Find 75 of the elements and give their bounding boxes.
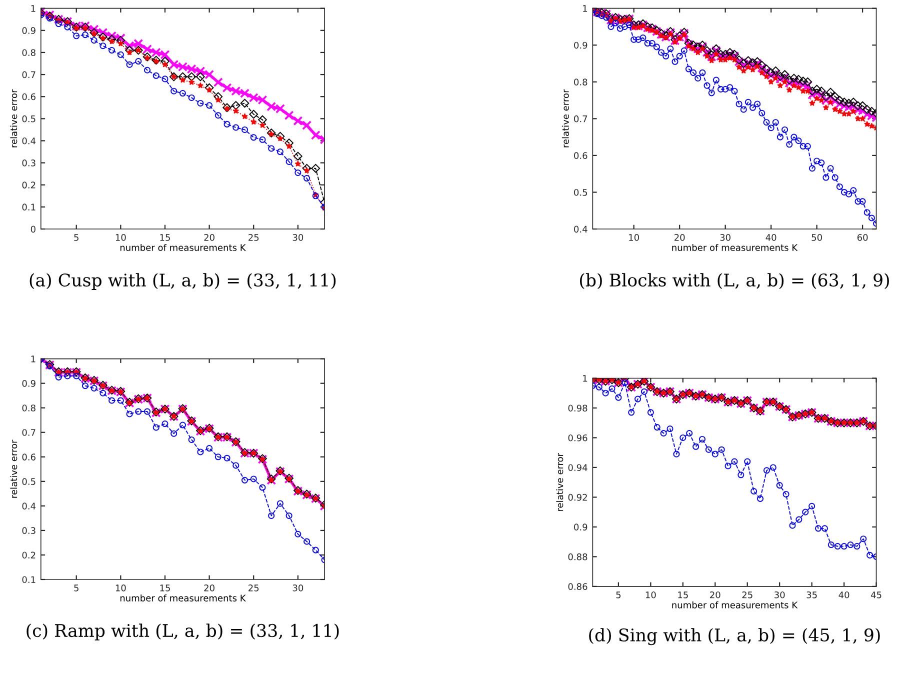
x-tick-label: 10 [116,584,126,592]
y-axis-title: relative error [10,440,18,498]
text: (b) Blocks with (L, a, b) = (63, 1, 9) [580,273,889,290]
y-tick-label: 0.6 [22,93,36,100]
y-tick-label: 0.1 [22,576,36,584]
text: (a) Cusp with (L, a, b) = (33, 1, 11) [30,273,336,290]
text: (d) Sing with (L, a, b) = (45, 1, 9) [589,628,880,646]
x-tick-label: 5 [74,584,78,592]
x-tick-label: 15 [160,234,170,241]
y-tick-label: 0.3 [22,527,36,534]
x-tick-label: 50 [812,234,822,241]
x-tick-label: 30 [774,591,785,598]
x-tick-label: 25 [742,591,752,598]
y-tick-label: 0.4 [22,502,36,510]
y-tick-label: 0.92 [568,494,587,501]
y-tick-label: 0.6 [574,152,588,160]
y-tick-label: 0.96 [568,434,588,442]
y-tick-label: 0.94 [568,464,588,472]
y-tick-label: 0.98 [568,404,588,412]
x-tick-label: 60 [857,234,868,241]
y-tick-label: 1 [583,5,587,12]
x-tick-label: 25 [248,584,259,592]
y-tick-label: 0.8 [574,78,588,86]
y-tick-label: 0.9 [22,380,36,387]
y-tick-label: 0.8 [22,49,36,56]
text: (c) Ramp with (L, a, b) = (33, 1, 11) [26,624,339,640]
x-tick-label: 20 [204,234,214,241]
x-axis-title: number of measurements K [672,601,798,608]
x-tick-label: 10 [116,234,126,241]
x-tick-label: 40 [766,234,776,241]
y-tick-label: 0 [30,226,36,233]
x-tick-label: 20 [710,591,720,598]
x-tick-label: 30 [292,584,304,592]
y-axis-title: relative error [556,452,564,511]
y-tick-label: 0.4 [574,226,588,233]
y-tick-label: 0.9 [574,524,588,531]
x-axis-title: number of measurements K [120,594,246,602]
x-tick-label: 45 [870,592,882,598]
y-tick-label: 0.5 [22,115,36,122]
y-tick-label: 0.5 [574,188,588,196]
y-tick-label: 0.7 [22,429,36,436]
x-tick-label: 5 [74,234,78,241]
y-tick-label: 0.2 [22,182,36,188]
y-tick-label: 1 [31,5,36,12]
y-tick-label: 0.7 [574,115,588,122]
x-tick-label: 10 [629,234,639,241]
x-tick-label: 20 [204,584,214,592]
y-tick-label: 0.4 [22,137,36,144]
y-tick-label: 0.86 [568,583,588,590]
y-tick-label: 0.5 [22,478,36,485]
y-tick-label: 0.8 [22,404,36,412]
y-tick-label: 0.3 [22,160,36,166]
x-tick-label: 15 [160,584,170,592]
x-tick-label: 15 [678,592,688,598]
y-tick-label: 0.1 [22,204,36,211]
y-tick-label: 0.6 [22,454,36,460]
y-tick-label: 0.9 [22,27,36,34]
y-tick-label: 1 [31,356,36,362]
x-tick-label: 35 [806,591,817,598]
y-axis-title: relative error [562,89,569,148]
x-axis-title: number of measurements K [120,244,246,251]
y-tick-label: 0.7 [22,71,36,78]
y-tick-label: 0.88 [568,553,588,560]
x-tick-label: 10 [646,591,656,598]
x-axis-title: number of measurements K [672,244,798,251]
x-tick-label: 20 [674,234,685,241]
x-tick-label: 40 [838,591,850,598]
y-tick-label: 0.2 [22,552,36,559]
y-tick-label: 0.9 [574,42,588,49]
y-axis-title: relative error [10,89,18,148]
x-tick-label: 5 [616,592,621,598]
x-tick-label: 30 [292,234,304,241]
x-tick-label: 25 [248,234,259,241]
x-tick-label: 30 [720,234,730,241]
y-tick-label: 1 [583,375,587,382]
